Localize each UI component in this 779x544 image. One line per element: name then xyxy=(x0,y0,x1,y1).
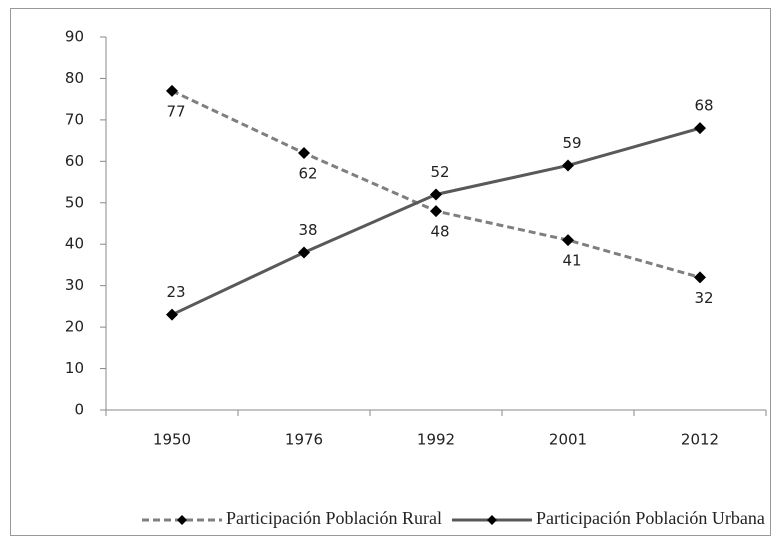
y-tick-label: 30 xyxy=(65,276,84,294)
marker xyxy=(430,188,442,201)
y-tick-label: 60 xyxy=(65,152,84,170)
data-label: 52 xyxy=(430,163,449,181)
x-tick-label: 2001 xyxy=(549,431,587,449)
data-label: 77 xyxy=(166,102,185,120)
legend-marker xyxy=(177,515,187,525)
y-tick-label: 90 xyxy=(65,28,84,46)
data-label: 38 xyxy=(298,221,317,239)
marker xyxy=(562,234,574,247)
marker xyxy=(694,122,706,135)
data-label: 41 xyxy=(562,252,581,270)
chart-border xyxy=(10,8,771,536)
marker xyxy=(298,147,310,160)
x-tick-label: 1950 xyxy=(153,431,191,449)
data-label: 48 xyxy=(430,223,449,241)
legend-label: Participación Población Urbana xyxy=(536,508,765,528)
y-tick-label: 70 xyxy=(65,110,84,128)
data-label: 68 xyxy=(694,97,713,115)
x-tick-label: 2012 xyxy=(681,431,719,449)
x-tick-label: 1992 xyxy=(417,431,455,449)
marker xyxy=(166,308,178,321)
y-tick-label: 80 xyxy=(65,69,84,87)
legend-marker xyxy=(486,515,497,525)
x-tick-label: 1976 xyxy=(285,431,323,449)
marker xyxy=(694,271,706,284)
legend-label: Participación Población Rural xyxy=(226,508,442,528)
y-tick-label: 40 xyxy=(65,235,84,253)
data-label: 62 xyxy=(298,165,317,183)
y-tick-label: 0 xyxy=(74,401,84,419)
data-label: 32 xyxy=(694,289,713,307)
y-tick-label: 50 xyxy=(65,193,84,211)
marker xyxy=(562,159,574,172)
data-label: 23 xyxy=(166,283,185,301)
marker xyxy=(166,84,178,97)
marker xyxy=(430,205,442,218)
y-tick-label: 20 xyxy=(65,318,84,336)
marker xyxy=(298,246,310,259)
data-label: 59 xyxy=(562,134,581,152)
y-tick-label: 10 xyxy=(65,359,84,377)
